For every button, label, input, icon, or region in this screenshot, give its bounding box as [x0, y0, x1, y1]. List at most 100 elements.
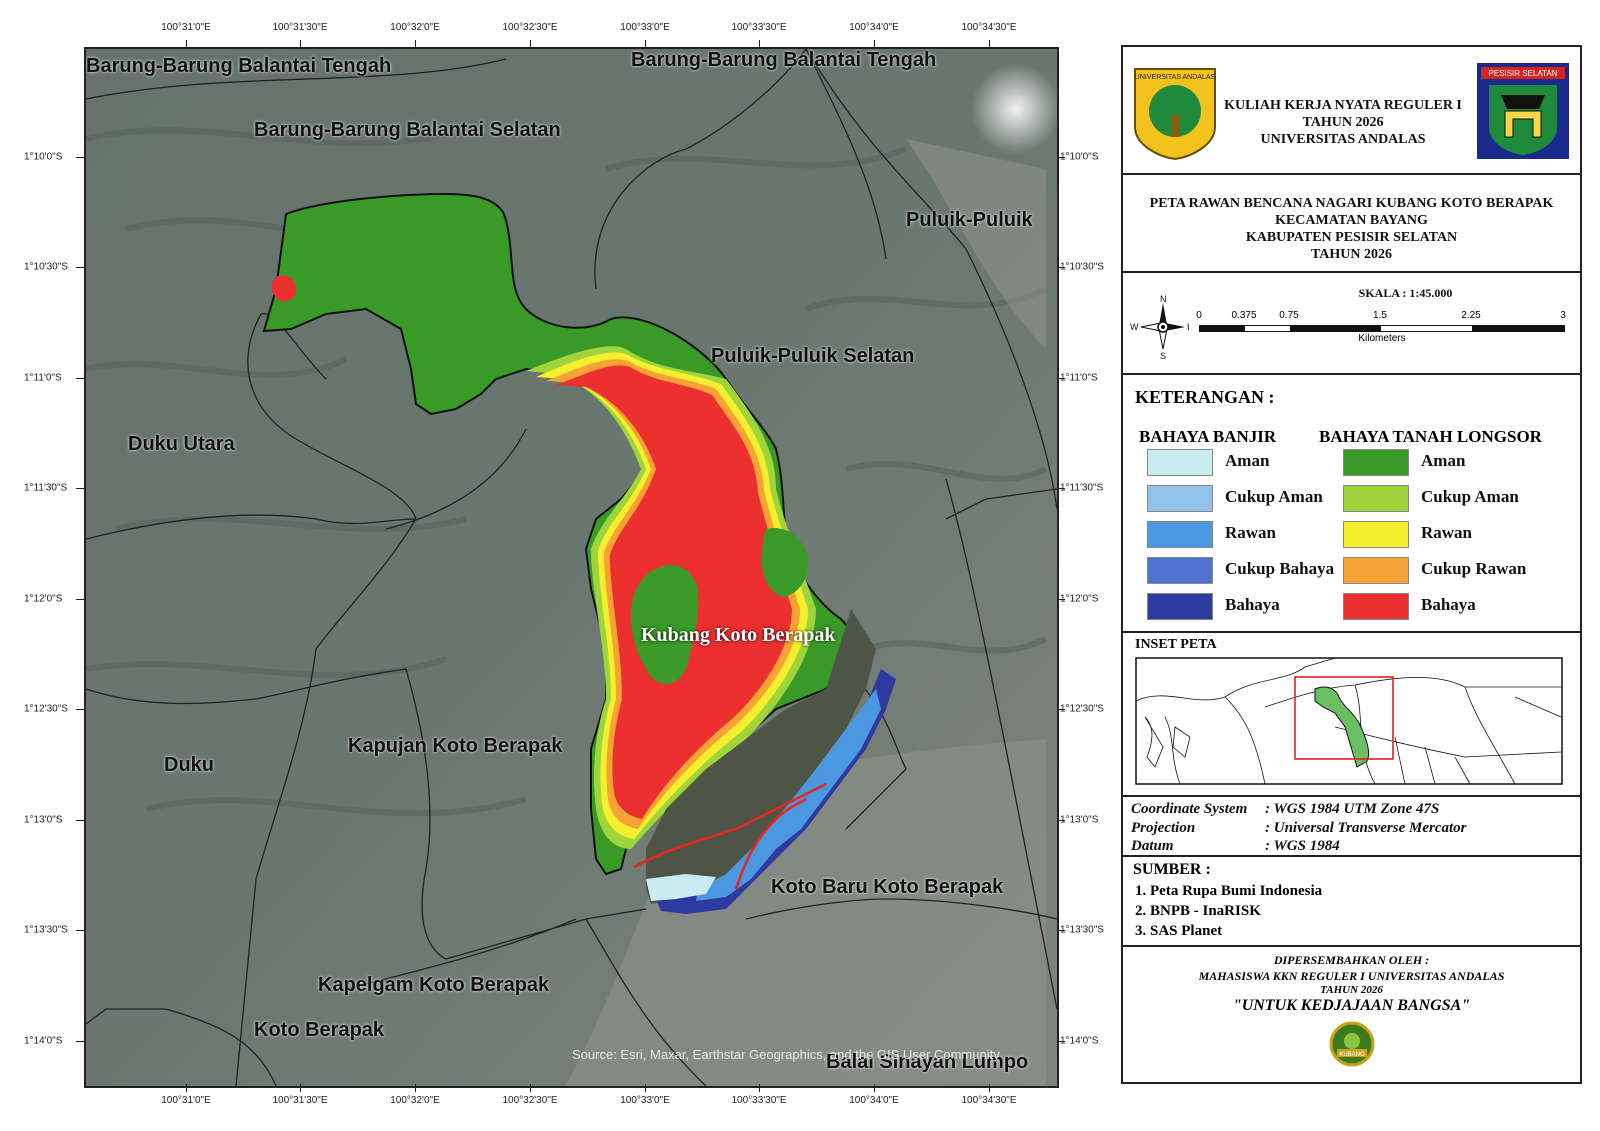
graticule-tick	[759, 40, 760, 48]
crs-datum-label: Datum	[1131, 838, 1174, 854]
title-line1: PETA RAWAN BENCANA NAGARI KUBANG KOTO BE…	[1149, 196, 1554, 211]
footer-box: DIPERSEMBAHKAN OLEH : MAHASISWA KKN REGU…	[1123, 947, 1580, 1080]
scale-tick-label: 3	[1560, 310, 1566, 321]
label-kapujan: Kapujan Koto Berapak	[348, 735, 563, 757]
graticule-tick	[1057, 157, 1065, 158]
admin-boundaries	[86, 49, 1057, 1086]
legend-banjir-item-swatch	[1147, 557, 1213, 584]
graticule-tick	[76, 599, 84, 600]
unand-logo-icon: UNIVERSITAS ANDALAS	[1134, 68, 1216, 161]
graticule-tick	[76, 1041, 84, 1042]
crs-datum-value: : WGS 1984	[1265, 838, 1340, 854]
scale-bar	[1199, 325, 1565, 332]
lon-label-bottom: 100°33'30"E	[731, 1095, 787, 1106]
graticule-tick	[76, 378, 84, 379]
lon-label-bottom: 100°32'0"E	[390, 1095, 440, 1106]
graticule-tick	[1057, 267, 1065, 268]
lat-label-left: 1°11'30"S	[24, 482, 68, 494]
flood-zone-aman	[646, 874, 716, 901]
inset-extent-box	[1294, 676, 1394, 760]
header-box: UNIVERSITAS ANDALAS KULIAH KERJA NYATA R…	[1123, 47, 1580, 175]
lat-label-left: 1°10'0"S	[24, 151, 63, 163]
hazard-island-aman-2	[762, 528, 809, 597]
lon-label-top: 100°31'30"E	[272, 22, 328, 33]
legend-longsor-item-label: Cukup Rawan	[1421, 559, 1527, 578]
label-duku: Duku	[164, 754, 214, 776]
title-box: PETA RAWAN BENCANA NAGARI KUBANG KOTO BE…	[1123, 175, 1580, 273]
graticule-tick	[874, 1084, 875, 1092]
lat-label-left: 1°12'30"S	[24, 703, 68, 715]
svg-text:KUBANG: KUBANG	[1339, 1052, 1365, 1058]
footer-line1: DIPERSEMBAHKAN OLEH :	[1273, 953, 1430, 967]
svg-text:W: W	[1130, 322, 1139, 332]
graticule-tick	[76, 930, 84, 931]
scale-tick-label: 1.5	[1373, 310, 1387, 321]
graticule-tick	[186, 40, 187, 48]
legend-longsor-item-label: Cukup Aman	[1421, 487, 1519, 506]
label-kubang: Kubang Koto Berapak	[641, 624, 836, 646]
svg-text:S: S	[1160, 351, 1166, 361]
landslide-hazard-layer	[262, 192, 896, 914]
legend-banjir-item-swatch	[1147, 593, 1213, 620]
scale-unit: Kilometers	[1358, 333, 1406, 344]
header-line1: KULIAH KERJA NYATA REGULER I	[1224, 98, 1462, 113]
label-koto-baru: Koto Baru Koto Berapak	[771, 876, 1004, 898]
pesisir-selatan-logo-icon: PESISIR SELATAN	[1477, 63, 1569, 159]
flood-zone-bahaya	[656, 669, 896, 914]
lat-label-right: 1°11'30"S	[1060, 482, 1104, 494]
map-canvas[interactable]	[86, 49, 1057, 1086]
lon-label-top: 100°33'0"E	[620, 22, 670, 33]
footer-motto: "UNTUK KEDJAJAAN BANGSA"	[1232, 997, 1471, 1014]
header-line3: UNIVERSITAS ANDALAS	[1260, 132, 1426, 147]
lon-label-top: 100°33'30"E	[731, 22, 787, 33]
graticule-tick	[1057, 930, 1065, 931]
lon-label-top: 100°34'0"E	[849, 22, 899, 33]
scale-box: SKALA : 1:45.000 N S W E 0 0.375 0.75 1.5 2.…	[1123, 275, 1580, 375]
title-line2: KECAMATAN BAYANG	[1275, 213, 1428, 228]
lat-label-left: 1°13'0"S	[24, 814, 63, 826]
legend-banjir-item-label: Bahaya	[1225, 595, 1280, 614]
graticule-tick	[76, 709, 84, 710]
label-duku-utara: Duku Utara	[128, 433, 235, 455]
sources-title: SUMBER :	[1133, 861, 1211, 878]
lat-label-left: 1°14'0"S	[24, 1035, 63, 1047]
legend-longsor-item-label: Aman	[1421, 451, 1466, 470]
legend-banjir-item-label: Rawan	[1225, 523, 1277, 542]
hazard-spot-bahaya	[271, 275, 297, 302]
title-line3: KABUPATEN PESISIR SELATAN	[1245, 230, 1458, 245]
legend-longsor-title: BAHAYA TANAH LONGSOR	[1319, 427, 1542, 446]
label-puluik: Puluik-Puluik	[906, 209, 1033, 231]
legend-banjir-item-swatch	[1147, 521, 1213, 548]
legend-longsor-item-swatch	[1343, 557, 1409, 584]
lon-label-top: 100°32'0"E	[390, 22, 440, 33]
graticule-tick	[874, 40, 875, 48]
graticule-tick	[989, 40, 990, 48]
graticule-tick	[645, 1084, 646, 1092]
flood-area-satellite	[646, 609, 876, 904]
kkn-badge-icon: KUBANG	[1329, 1021, 1375, 1067]
graticule-tick	[76, 488, 84, 489]
lon-label-bottom: 100°34'0"E	[849, 1095, 899, 1106]
label-puluik-selatan: Puluik-Puluik Selatan	[711, 345, 915, 367]
label-barung-selatan: Barung-Barung Balantai Selatan	[254, 119, 561, 141]
inset-title: INSET PETA	[1135, 637, 1217, 652]
graticule-tick	[530, 1084, 531, 1092]
legend-banjir-title: BAHAYA BANJIR	[1139, 427, 1277, 446]
lon-label-bottom: 100°31'30"E	[272, 1095, 328, 1106]
graticule-tick	[759, 1084, 760, 1092]
graticule-tick	[1057, 1041, 1065, 1042]
lon-label-bottom: 100°32'30"E	[502, 1095, 558, 1106]
source-item-2: 2. BNPB - InaRISK	[1135, 903, 1261, 919]
legend-longsor-item-swatch	[1343, 449, 1409, 476]
legend-banjir-item-swatch	[1147, 449, 1213, 476]
label-balai: Balai Sinayan Lumpo	[826, 1051, 1029, 1073]
terrain-texture	[86, 126, 1048, 817]
legend-box: KETERANGAN : BAHAYA BANJIR BAHAYA TANAH …	[1123, 375, 1580, 633]
legend-longsor-item-label: Rawan	[1421, 523, 1473, 542]
map-frame[interactable]: Barung-Barung Balantai Tengah Barung-Bar…	[84, 47, 1059, 1088]
svg-text:N: N	[1160, 294, 1167, 304]
scale-tick-label: 0.75	[1279, 310, 1299, 321]
graticule-tick	[76, 267, 84, 268]
legend-banjir-item-swatch	[1147, 485, 1213, 512]
header-line2: TAHUN 2026	[1302, 115, 1384, 130]
